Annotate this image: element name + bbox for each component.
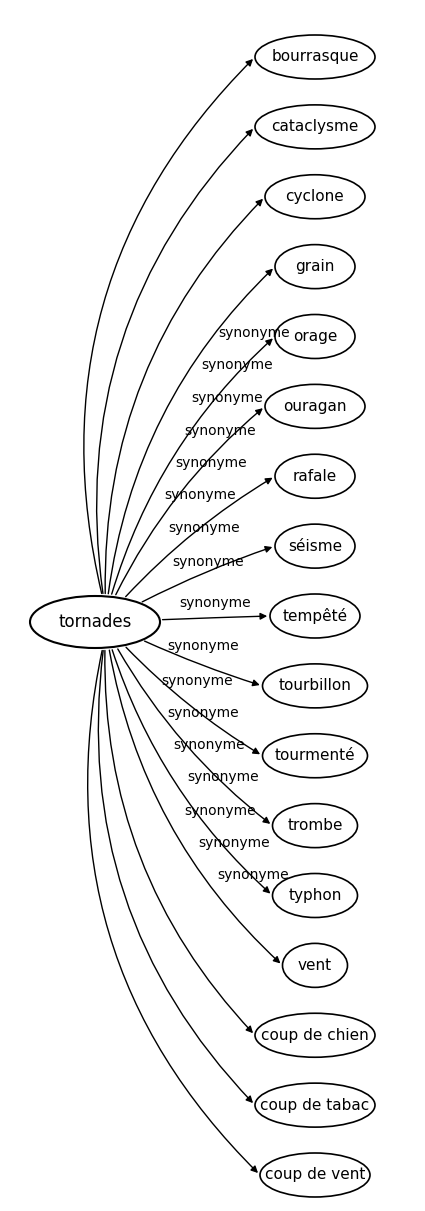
Ellipse shape (260, 1153, 370, 1196)
Text: trombe: trombe (287, 819, 343, 833)
Text: synonyme: synonyme (187, 770, 258, 784)
FancyArrowPatch shape (109, 650, 279, 963)
FancyArrowPatch shape (142, 546, 271, 602)
FancyArrowPatch shape (96, 130, 252, 593)
Text: bourrasque: bourrasque (271, 50, 359, 64)
Text: synonyme: synonyme (201, 358, 272, 372)
Text: synonyme: synonyme (167, 639, 239, 653)
FancyArrowPatch shape (118, 649, 269, 823)
FancyArrowPatch shape (116, 409, 262, 595)
Text: tornades: tornades (58, 613, 132, 631)
Text: synonyme: synonyme (173, 739, 244, 752)
Ellipse shape (283, 943, 348, 987)
Text: synonyme: synonyme (184, 804, 255, 819)
Ellipse shape (263, 664, 368, 708)
FancyArrowPatch shape (88, 650, 257, 1172)
Text: synonyme: synonyme (185, 424, 256, 438)
Text: synonyme: synonyme (176, 457, 247, 470)
Ellipse shape (255, 1014, 375, 1057)
Text: coup de tabac: coup de tabac (261, 1097, 370, 1113)
FancyArrowPatch shape (108, 270, 272, 593)
FancyArrowPatch shape (105, 200, 262, 593)
Ellipse shape (255, 1083, 375, 1127)
Ellipse shape (30, 596, 160, 648)
Ellipse shape (275, 315, 355, 358)
Text: synonyme: synonyme (161, 673, 233, 688)
Text: synonyme: synonyme (218, 326, 290, 340)
Ellipse shape (272, 873, 357, 918)
Ellipse shape (255, 35, 375, 79)
Ellipse shape (270, 595, 360, 638)
FancyArrowPatch shape (144, 641, 258, 685)
Text: synonyme: synonyme (179, 596, 251, 610)
Text: tempêté: tempêté (283, 608, 348, 624)
Text: cyclone: cyclone (286, 189, 344, 205)
Ellipse shape (265, 174, 365, 219)
Ellipse shape (263, 734, 368, 777)
Text: tourmenté: tourmenté (275, 748, 355, 763)
Ellipse shape (272, 804, 357, 848)
Text: coup de vent: coup de vent (265, 1167, 365, 1182)
Text: synonyme: synonyme (198, 837, 270, 850)
FancyArrowPatch shape (126, 647, 259, 753)
Text: orage: orage (293, 329, 337, 344)
Text: ouragan: ouragan (283, 398, 347, 414)
Text: typhon: typhon (288, 888, 342, 903)
Text: synonyme: synonyme (168, 521, 240, 535)
Ellipse shape (265, 384, 365, 429)
FancyArrowPatch shape (112, 650, 269, 893)
FancyArrowPatch shape (112, 339, 272, 595)
Text: synonyme: synonyme (173, 555, 244, 569)
Ellipse shape (275, 245, 355, 288)
Text: vent: vent (298, 958, 332, 972)
Text: synonyme: synonyme (218, 868, 289, 882)
Text: coup de chien: coup de chien (261, 1028, 369, 1043)
Text: séisme: séisme (288, 539, 342, 553)
Text: rafale: rafale (293, 469, 337, 483)
Text: cataclysme: cataclysme (271, 120, 359, 134)
FancyArrowPatch shape (162, 614, 266, 620)
Text: synonyme: synonyme (164, 488, 236, 501)
Ellipse shape (255, 105, 375, 149)
Text: synonyme: synonyme (168, 706, 239, 721)
Ellipse shape (275, 524, 355, 568)
Text: tourbillon: tourbillon (278, 678, 351, 694)
FancyArrowPatch shape (105, 650, 252, 1032)
FancyArrowPatch shape (98, 650, 252, 1102)
FancyArrowPatch shape (126, 478, 271, 597)
Text: grain: grain (295, 259, 334, 274)
Ellipse shape (275, 454, 355, 498)
FancyArrowPatch shape (84, 61, 252, 593)
Text: synonyme: synonyme (191, 391, 263, 406)
